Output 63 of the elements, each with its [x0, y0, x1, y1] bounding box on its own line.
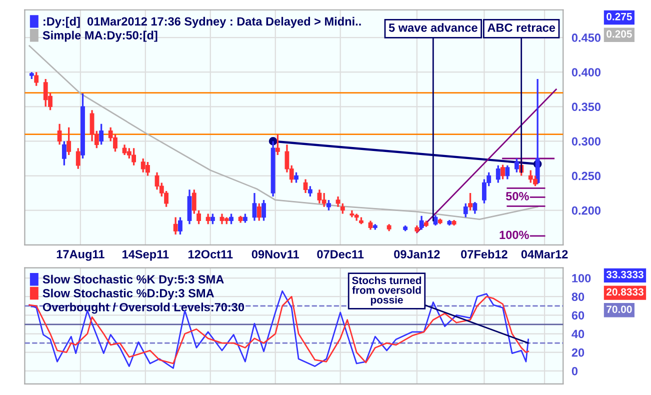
text: 0.275 — [606, 12, 632, 20]
candlestick — [275, 133, 280, 156]
y-tick-label: 20 — [572, 348, 584, 357]
y-tick-label: 0 — [572, 366, 578, 376]
x-tick-label: 12Oct11 — [188, 250, 233, 258]
y-tick-label: 0.300 — [572, 137, 601, 146]
candlestick — [34, 71, 39, 87]
candlestick — [99, 123, 104, 146]
candlestick — [229, 212, 234, 225]
x-tick-label: 09Nov11 — [252, 250, 299, 258]
candlestick — [173, 216, 178, 236]
y-tick-label: 0.200 — [572, 206, 601, 215]
candlestick — [57, 123, 62, 146]
text: 33.3333 — [606, 270, 644, 278]
y-tick-label: 0.450 — [572, 34, 601, 42]
candlestick — [62, 140, 66, 166]
candlestick — [252, 192, 257, 222]
annotation: Stochs turned from oversold possie — [352, 276, 422, 306]
candlestick — [514, 158, 519, 174]
candlestick — [262, 199, 266, 222]
x-tick-label: 04Mar12 — [521, 250, 568, 258]
y-tick-label: 60 — [572, 311, 584, 320]
text: 0.205 — [606, 30, 632, 38]
y-tick-label: 100 — [572, 274, 591, 282]
candlestick — [468, 192, 472, 212]
ref-line-label: Overbought / Oversold Levels:70:30 — [42, 302, 244, 314]
legend-label: Slow Stochastic %K Dy:5:3 SMA — [42, 274, 224, 286]
y-tick-label: 0.350 — [572, 102, 601, 112]
y-tick-label: 0.400 — [572, 68, 601, 76]
candlestick — [500, 164, 505, 180]
series-label: 100% — [500, 230, 529, 240]
candlestick — [463, 202, 468, 218]
candlestick — [326, 199, 331, 212]
candlestick — [76, 147, 80, 170]
candlestick — [472, 201, 478, 215]
series-label: 50% — [506, 192, 529, 200]
y-tick-label: 40 — [572, 330, 584, 338]
candlestick — [66, 126, 72, 156]
annotation: 5 wave advance — [388, 23, 478, 32]
line-series — [28, 45, 538, 220]
candlestick — [496, 164, 500, 184]
candlestick — [303, 178, 308, 194]
text: 70.00 — [606, 306, 632, 313]
x-tick-label: 17Aug11 — [56, 250, 104, 261]
x-tick-label: 07Dec11 — [317, 250, 364, 258]
legend-label: Slow Stochastic %D:Dy:3 SMA — [42, 288, 214, 300]
annotation: ABC retrace — [488, 23, 556, 32]
candlestick — [256, 202, 262, 222]
x-tick-label: 07Feb12 — [461, 250, 508, 258]
candlestick — [206, 212, 210, 225]
candlestick — [210, 212, 215, 225]
candlestick — [308, 185, 312, 198]
candlestick — [294, 171, 298, 184]
text: 20.8333 — [606, 288, 644, 296]
legend-label: Simple MA:Dy:50:[d] — [42, 30, 158, 42]
legend-label: :Dy:[d] 01Mar2012 17:36 Sydney : Data Delayed > Midni.. — [44, 16, 361, 28]
y-tick-label: 80 — [572, 292, 584, 302]
candlestick — [505, 164, 510, 180]
x-tick-label: 09Jan12 — [394, 250, 440, 258]
x-tick-label: 14Sep11 — [122, 250, 169, 261]
candlestick — [419, 215, 424, 231]
y-tick-label: 0.250 — [572, 172, 601, 180]
candlestick — [178, 216, 182, 236]
